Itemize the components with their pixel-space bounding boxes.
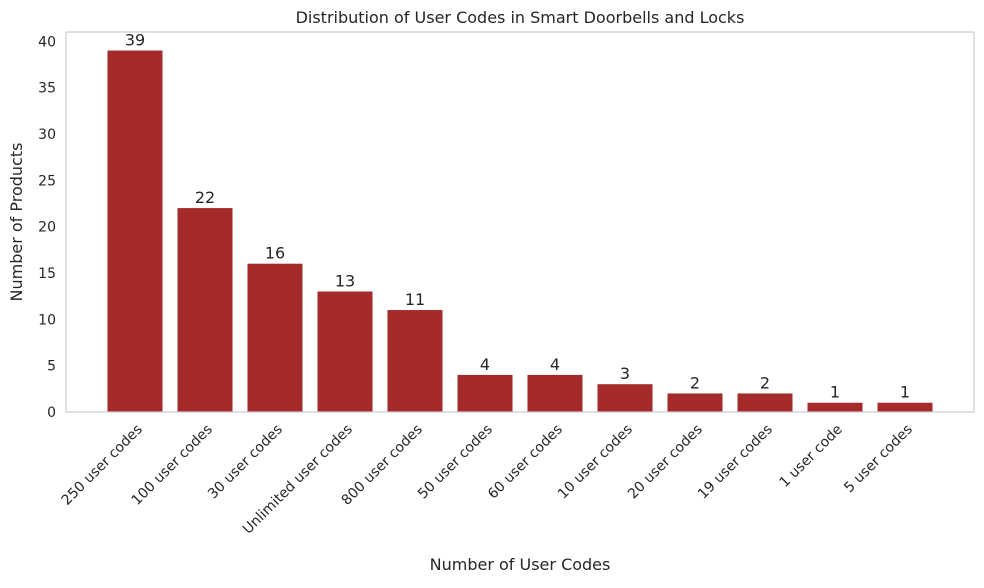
x-tick-label-7: 10 user codes xyxy=(555,422,636,503)
bar-6 xyxy=(527,374,583,412)
x-tick-label-10: 1 user code xyxy=(776,422,845,491)
bar-value-label-10: 1 xyxy=(830,383,840,402)
y-tick-label-5: 25 xyxy=(38,173,56,189)
bar-value-label-8: 2 xyxy=(690,373,700,392)
y-tick-label-3: 15 xyxy=(38,266,56,282)
bar-5 xyxy=(457,374,513,412)
plot-frame xyxy=(65,31,975,413)
bars-layer xyxy=(107,50,933,412)
bar-2 xyxy=(247,263,303,412)
bar-10 xyxy=(807,402,863,412)
x-tick-label-11: 5 user codes xyxy=(841,422,916,497)
bar-value-label-7: 3 xyxy=(620,364,630,383)
bar-11 xyxy=(877,402,933,412)
bar-8 xyxy=(667,393,723,412)
bar-3 xyxy=(317,291,373,412)
bar-value-label-4: 11 xyxy=(405,290,425,309)
chart-title: Distribution of User Codes in Smart Door… xyxy=(296,8,745,27)
x-tick-label-8: 20 user codes xyxy=(625,422,706,503)
y-tick-label-7: 35 xyxy=(38,81,56,97)
y-tick-label-1: 5 xyxy=(47,359,56,375)
bar-0 xyxy=(107,50,163,412)
x-tick-label-6: 60 user codes xyxy=(485,422,566,503)
y-tick-label-0: 0 xyxy=(47,405,56,421)
y-tick-label-2: 10 xyxy=(38,312,56,328)
bar-7 xyxy=(597,384,653,412)
bar-value-label-6: 4 xyxy=(550,355,560,374)
bar-value-label-1: 22 xyxy=(195,188,215,207)
bar-9 xyxy=(737,393,793,412)
bar-value-label-3: 13 xyxy=(335,272,355,291)
y-axis-label: Number of Products xyxy=(7,143,26,302)
bar-1 xyxy=(177,208,233,412)
bar-value-label-2: 16 xyxy=(265,244,285,263)
y-tick-label-8: 40 xyxy=(38,34,56,50)
y-tick-label-6: 30 xyxy=(38,127,56,143)
bar-value-label-11: 1 xyxy=(900,383,910,402)
y-axis-ticks: 0 5 10 15 20 25 30 35 40 xyxy=(38,34,56,421)
x-tick-label-9: 19 user codes xyxy=(695,422,776,503)
bar-value-label-0: 39 xyxy=(125,31,145,50)
bar-value-label-5: 4 xyxy=(480,355,490,374)
y-tick-label-4: 20 xyxy=(38,220,56,236)
x-tick-label-5: 50 user codes xyxy=(415,422,496,503)
bar-value-label-9: 2 xyxy=(760,373,770,392)
x-tick-label-2: 30 user codes xyxy=(205,422,286,503)
x-axis-label: Number of User Codes xyxy=(430,555,611,574)
bar-4 xyxy=(387,310,443,412)
